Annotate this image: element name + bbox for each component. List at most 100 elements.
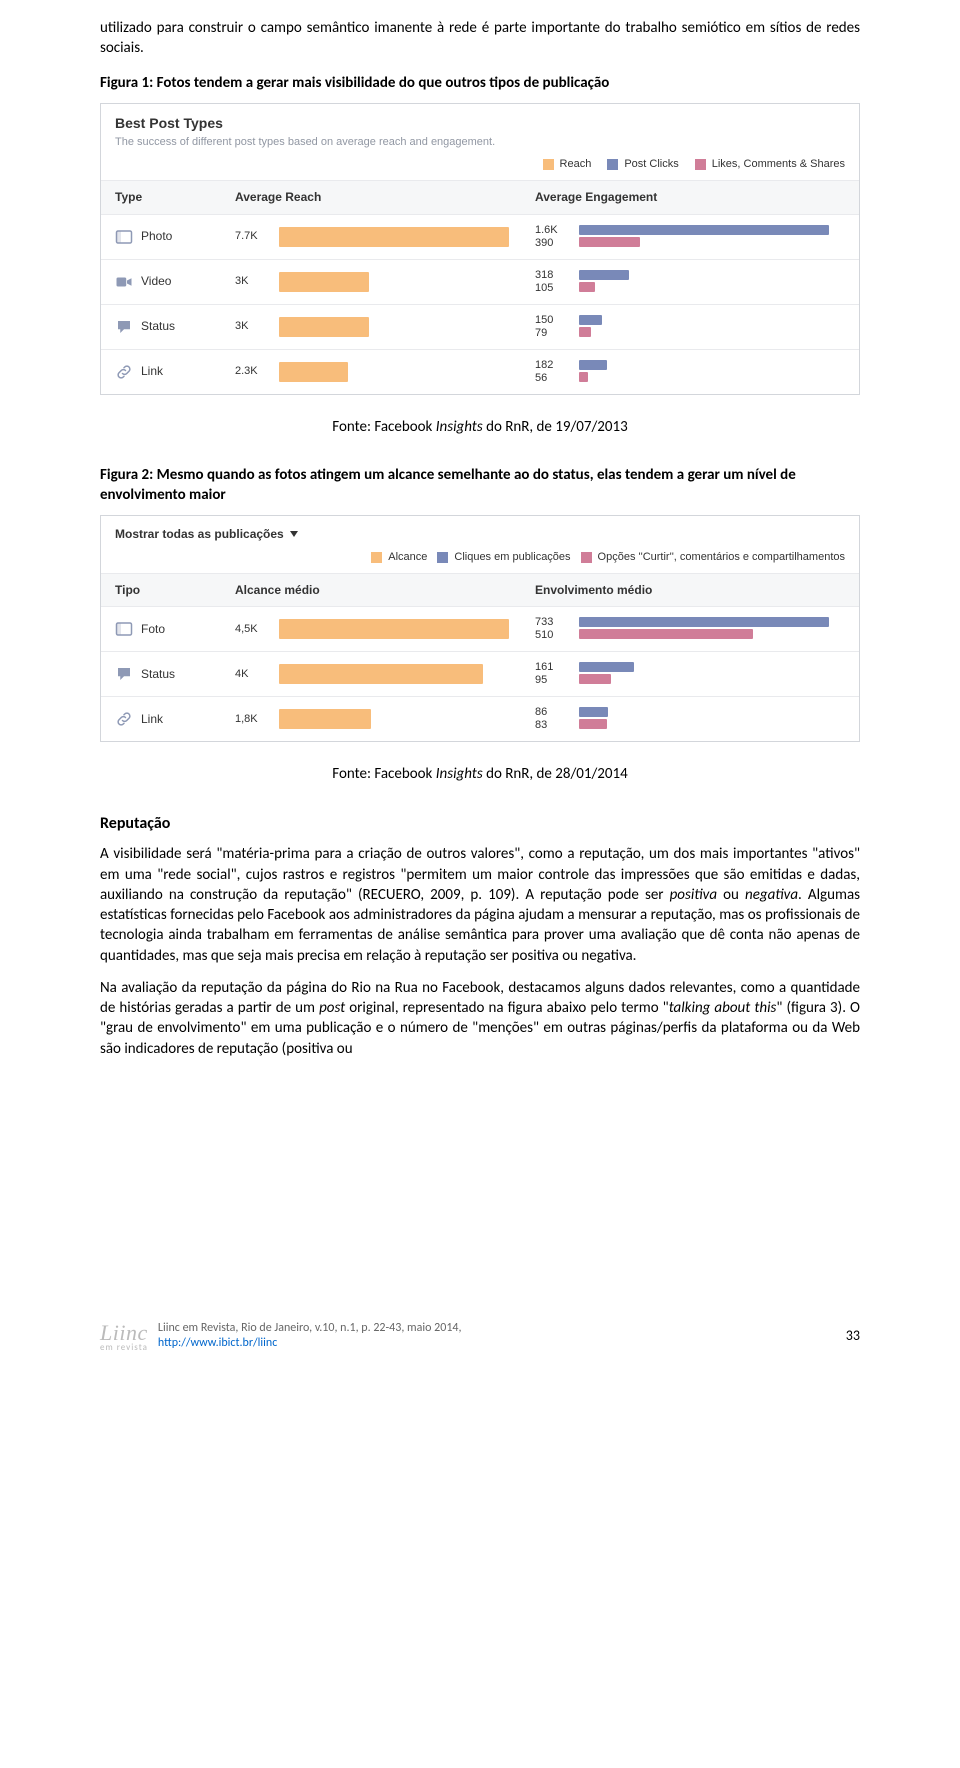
p2d: talking about this	[669, 999, 777, 1017]
legend-reach: Alcance	[371, 550, 427, 565]
eng-likes-bar	[579, 327, 591, 337]
type-label: Link	[141, 711, 163, 727]
eng-likes-bar	[579, 372, 588, 382]
eng-likes-bar	[579, 282, 595, 292]
reach-bar	[279, 664, 483, 684]
table-row[interactable]: Status 3K 15079	[101, 304, 859, 349]
eng-clicks-bar	[579, 270, 629, 280]
status-icon	[115, 318, 133, 336]
reach-bar	[279, 619, 509, 639]
cell-type: Status	[115, 318, 235, 336]
reach-bar	[279, 709, 371, 729]
table-row[interactable]: Link 1,8K 86 83	[101, 696, 859, 741]
p2b: post	[319, 999, 345, 1017]
video-icon	[115, 273, 133, 291]
legend: ReachPost ClicksLikes, Comments & Shares	[101, 157, 859, 180]
figure1-panel: Best Post Types The success of different …	[100, 103, 860, 395]
reach-bar	[279, 227, 509, 247]
link-icon	[115, 710, 133, 728]
cell-reach: 7.7K	[235, 227, 535, 247]
reach-bar	[279, 317, 369, 337]
reach-value: 3K	[235, 274, 269, 289]
paragraph-reputation-2: Na avaliação da reputação da página do R…	[100, 978, 860, 1059]
figure1-source: Fonte: Facebook Insights do RnR, de 19/0…	[100, 417, 860, 437]
panel-title: Best Post Types	[115, 114, 845, 133]
figure2-panel: Mostrar todas as publicações AlcanceCliqu…	[100, 515, 860, 742]
table-row[interactable]: Status 4K 16195	[101, 651, 859, 696]
eng-clicks-bar	[579, 707, 608, 717]
type-label: Status	[141, 318, 175, 334]
footer-citation: Liinc em Revista, Rio de Janeiro, v.10, …	[158, 1321, 462, 1351]
eng-likes-value: 390	[535, 238, 569, 249]
eng-likes-value: 79	[535, 328, 569, 339]
col-engagement: Average Engagement	[535, 189, 845, 205]
p1c: ou	[717, 886, 745, 904]
footer-link[interactable]: http://www.ibict.br/liinc	[158, 1336, 277, 1350]
legend-reach: Reach	[543, 157, 592, 172]
reach-value: 3K	[235, 319, 269, 334]
intro-paragraph: utilizado para construir o campo semânti…	[100, 18, 860, 59]
eng-clicks-value: 161	[535, 662, 569, 673]
reach-bar	[279, 272, 369, 292]
footer-line1: Liinc em Revista, Rio de Janeiro, v.10, …	[158, 1321, 462, 1336]
cell-reach: 3K	[235, 317, 535, 337]
table-row[interactable]: Foto4,5K733510	[101, 606, 859, 651]
eng-likes-bar	[579, 719, 607, 729]
figure2-caption: Figura 2: Mesmo quando as fotos atingem …	[100, 465, 860, 506]
figure2-source-suffix: do RnR, de 28/01/2014	[483, 765, 628, 783]
col-type: Type	[115, 189, 235, 205]
legend-likes: Opções ''Curtir'', comentários e compart…	[581, 550, 845, 565]
table-header: TypeAverage ReachAverage Engagement	[101, 180, 859, 213]
col-reach: Alcance médio	[235, 582, 535, 598]
eng-likes-bar	[579, 237, 640, 247]
table-row[interactable]: Video3K318105	[101, 259, 859, 304]
chevron-down-icon	[290, 531, 298, 537]
cell-engagement: 1.6K 390	[535, 225, 845, 249]
table-row[interactable]: Photo 7.7K 1.6K 390	[101, 214, 859, 259]
type-label: Foto	[141, 621, 165, 637]
figure2-source: Fonte: Facebook Insights do RnR, de 28/0…	[100, 764, 860, 784]
eng-clicks-value: 733	[535, 617, 569, 628]
dropdown-button[interactable]: Mostrar todas as publicações	[115, 526, 298, 542]
figure1-source-em: Insights	[436, 418, 483, 436]
p1d: negativa	[745, 886, 798, 904]
cell-reach: 3K	[235, 272, 535, 292]
cell-engagement: 16195	[535, 662, 845, 686]
cell-engagement: 15079	[535, 315, 845, 339]
cell-engagement: 18256	[535, 360, 845, 384]
page-number: 33	[846, 1327, 860, 1346]
p1b: positiva	[670, 886, 717, 904]
eng-likes-value: 83	[535, 720, 569, 731]
panel-subtitle: The success of different post types base…	[115, 135, 845, 150]
eng-clicks-value: 1.6K	[535, 225, 569, 236]
paragraph-reputation-1: A visibilidade será "matéria-prima para …	[100, 844, 860, 966]
reach-value: 7.7K	[235, 229, 269, 244]
type-label: Photo	[141, 228, 172, 244]
col-reach: Average Reach	[235, 189, 535, 205]
reach-value: 4K	[235, 667, 269, 682]
legend-likes: Likes, Comments & Shares	[695, 157, 845, 172]
cell-type: Link	[115, 363, 235, 381]
type-label: Status	[141, 666, 175, 682]
eng-clicks-bar	[579, 225, 829, 235]
reach-value: 1,8K	[235, 712, 269, 727]
eng-likes-value: 56	[535, 373, 569, 384]
panel-header: Mostrar todas as publicações	[101, 516, 859, 550]
eng-clicks-value: 86	[535, 707, 569, 718]
figure1-source-suffix: do RnR, de 19/07/2013	[483, 418, 628, 436]
photo-icon	[115, 228, 133, 246]
cell-type: Foto	[115, 620, 235, 638]
eng-clicks-value: 318	[535, 270, 569, 281]
cell-reach: 1,8K	[235, 709, 535, 729]
cell-reach: 4,5K	[235, 619, 535, 639]
photo-icon	[115, 620, 133, 638]
eng-likes-value: 105	[535, 283, 569, 294]
reach-value: 4,5K	[235, 622, 269, 637]
eng-clicks-bar	[579, 315, 602, 325]
panel-header: Best Post Types The success of different …	[101, 104, 859, 158]
col-engagement: Envolvimento médio	[535, 582, 845, 598]
cell-type: Status	[115, 665, 235, 683]
legend: AlcanceCliques em publicaçõesOpções ''Cu…	[101, 550, 859, 573]
eng-likes-bar	[579, 629, 753, 639]
table-row[interactable]: Link2.3K18256	[101, 349, 859, 394]
